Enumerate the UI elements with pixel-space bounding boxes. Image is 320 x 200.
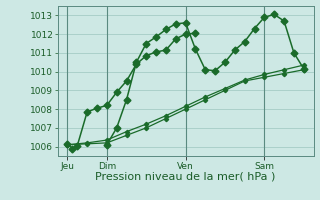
X-axis label: Pression niveau de la mer( hPa ): Pression niveau de la mer( hPa ) [95,172,276,182]
